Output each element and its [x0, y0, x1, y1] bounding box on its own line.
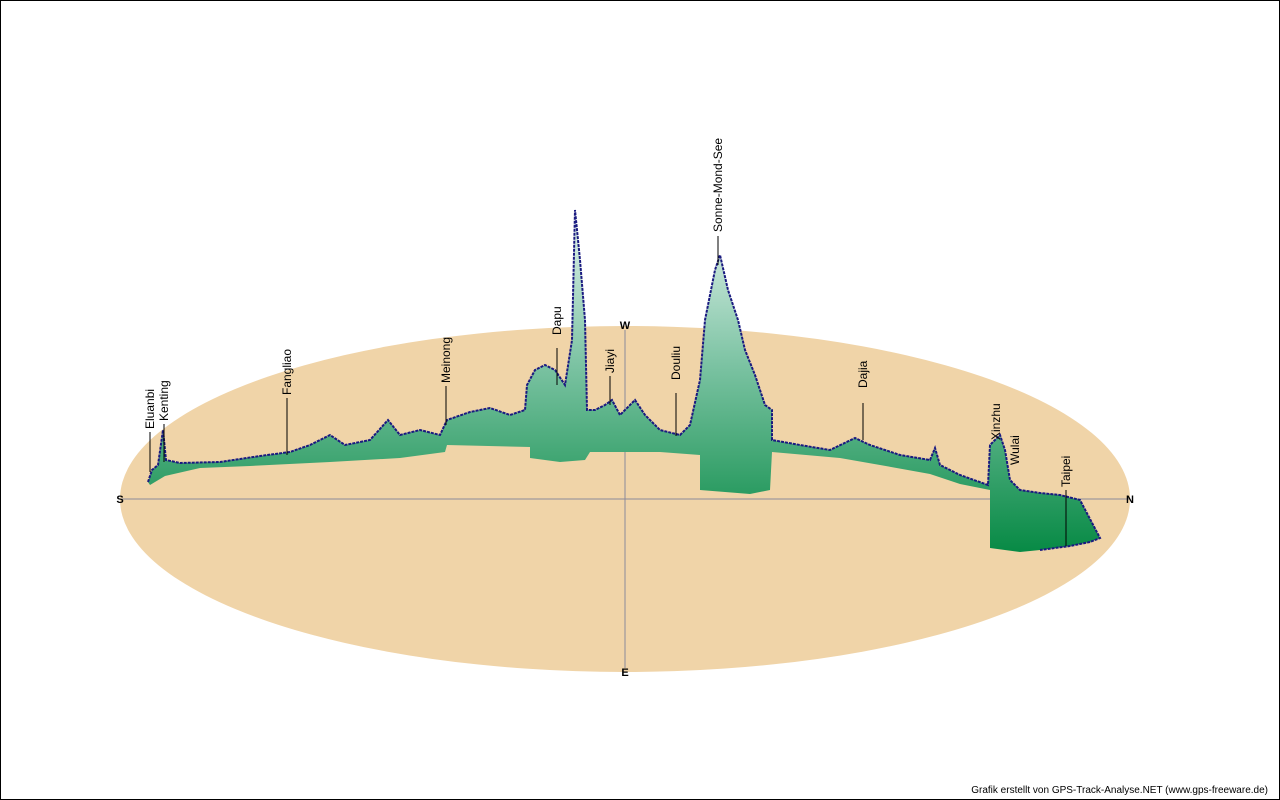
place-label: Eluanbi [143, 389, 157, 429]
place-label: Sonne-Mond-See [711, 138, 725, 232]
place-label: Wulai [1008, 435, 1022, 465]
place-label: Douliu [669, 346, 683, 380]
place-label: Jiayi [603, 349, 617, 373]
compass-w: W [620, 320, 631, 332]
track-line [147, 209, 1102, 551]
compass-n: N [1126, 494, 1134, 506]
place-label: Taipei [1059, 456, 1073, 487]
place-label: Fangliao [280, 349, 294, 395]
track-ribbon [148, 210, 1100, 552]
footer-credit: Grafik erstellt von GPS-Track-Analyse.NE… [971, 785, 1268, 796]
place-label: Kenting [157, 380, 171, 421]
place-label: Dapu [550, 306, 564, 335]
place-markers [149, 236, 1067, 546]
place-label: Dajia [856, 360, 870, 388]
place-label: Xinzhu [989, 403, 1003, 440]
compass-e: E [621, 667, 628, 679]
compass-s: S [116, 494, 123, 506]
place-label: Meinong [439, 337, 453, 383]
